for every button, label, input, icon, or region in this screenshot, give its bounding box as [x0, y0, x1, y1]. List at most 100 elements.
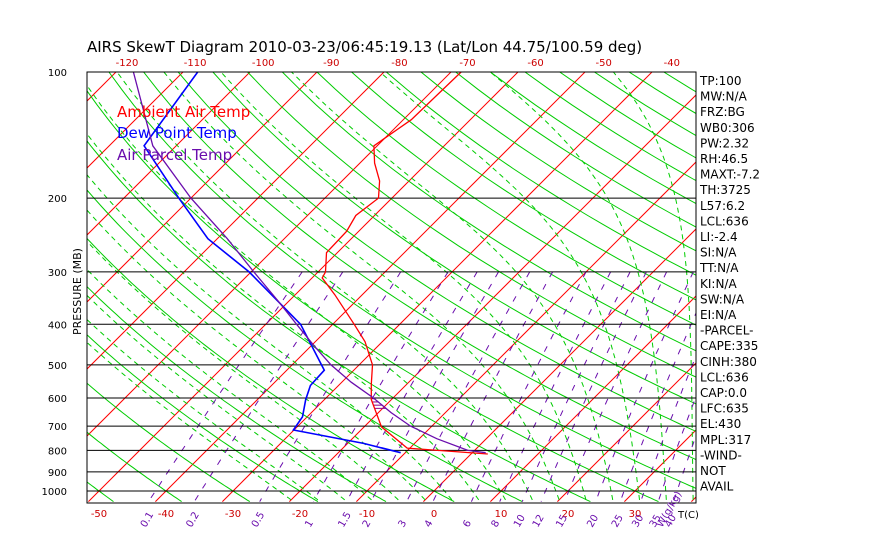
mixing-ratio-line	[521, 271, 631, 502]
pressure-tick-label: 500	[48, 361, 67, 372]
mixing-ratio-tick-label: 12	[531, 513, 547, 530]
pressure-tick-label: 400	[48, 320, 67, 331]
top-temperature-tick-label: -120	[116, 58, 139, 69]
mixing-ratio-tick-label: 1	[303, 518, 316, 529]
index-entry: LI:-2.4	[700, 230, 738, 244]
isotherm-line	[88, 72, 519, 502]
index-entry: FRZ:BG	[700, 105, 745, 119]
mixing-ratio-tick-label: 0.1	[139, 510, 156, 529]
legend: Ambient Air Temp Dew Point Temp Air Parc…	[117, 103, 250, 164]
index-entry: CINH:380	[700, 355, 757, 369]
bottom-temperature-tick-label: -40	[158, 509, 174, 520]
bottom-temperature-tick-labels: -50 -40 -30 -20 -10 0 10 20 30	[91, 509, 642, 520]
mixing-ratio-lines	[148, 271, 696, 502]
dry-adiabat-line	[803, 72, 870, 502]
isotherm-line	[758, 72, 870, 502]
moist-adiabat-line	[291, 72, 614, 500]
dry-adiabat-line	[351, 72, 696, 301]
dry-adiabat-line	[768, 72, 870, 502]
dry-adiabat-line	[490, 72, 696, 205]
top-temperature-tick-labels: -120 -110 -100 -90 -80 -70 -60 -50 -40	[116, 58, 680, 69]
top-temperature-tick-label: -40	[664, 58, 680, 69]
top-temperature-tick-label: -70	[459, 58, 475, 69]
mixing-ratio-tick-label: 8	[490, 518, 503, 529]
moist-adiabat-line	[163, 72, 560, 501]
isotherm-line	[423, 228, 696, 502]
moist-adiabat-line	[87, 294, 346, 501]
index-entry: MPL:317	[700, 433, 751, 447]
pressure-tick-label: 700	[48, 422, 67, 433]
mixing-ratio-line	[312, 271, 449, 502]
air-parcel-temp-line	[132, 72, 486, 454]
isotherm-line	[557, 362, 696, 502]
bottom-temperature-tick-label: -10	[359, 509, 375, 520]
mixing-ratio-line	[470, 271, 587, 502]
isotherm-line	[87, 72, 385, 370]
pressure-tick-label: 900	[48, 468, 67, 479]
index-entry: TT:N/A	[699, 261, 739, 275]
dry-adiabat-line	[281, 72, 696, 352]
index-entry: MAXT:-7.2	[700, 168, 760, 182]
dry-adiabat-line	[247, 72, 696, 378]
index-entry: SW:N/A	[700, 292, 745, 306]
dry-adiabat-line	[420, 72, 696, 252]
pressure-tick-label: 1000	[42, 487, 67, 498]
isotherm-line	[222, 72, 653, 502]
mixing-ratio-line	[259, 271, 402, 502]
index-entry: LCL:636	[700, 214, 749, 228]
index-entry: KI:N/A	[700, 277, 737, 291]
index-entry: WB0:306	[700, 121, 755, 135]
moist-adiabat-line	[490, 72, 667, 500]
pressure-tick-labels: 100 200 300 400 500 600 700 800 900 1000	[42, 68, 67, 498]
pressure-tick-label: 600	[48, 394, 67, 405]
legend-air-parcel-temp: Air Parcel Temp	[117, 146, 232, 164]
dry-adiabat-line	[87, 481, 114, 503]
dry-adiabat-line	[212, 72, 696, 405]
mixing-ratio-tick-label: 10	[512, 513, 528, 530]
dry-adiabat-line	[316, 72, 696, 326]
top-temperature-tick-label: -80	[391, 58, 407, 69]
moist-adiabat-line	[116, 72, 533, 501]
moist-adiabat-lines	[87, 72, 694, 501]
y-axis-label: PRESSURE (MB)	[71, 248, 84, 335]
index-entry: SI:N/A	[700, 246, 737, 260]
top-temperature-tick-label: -60	[527, 58, 543, 69]
mixing-ratio-line	[564, 271, 668, 502]
mixing-ratio-tick-label: 4	[423, 518, 436, 529]
bottom-temperature-tick-label: 0	[431, 509, 437, 520]
index-entry: -PARCEL-	[700, 324, 754, 338]
bottom-temperature-tick-label: -30	[225, 509, 241, 520]
moist-adiabat-line	[87, 133, 480, 501]
index-entry: LFC:635	[700, 402, 749, 416]
isotherm-line	[289, 94, 696, 502]
dry-adiabat-line	[663, 72, 696, 93]
moist-adiabat-line	[613, 72, 694, 500]
mixing-ratio-line	[540, 271, 647, 502]
moist-adiabat-line	[87, 341, 292, 501]
top-temperature-tick-label: -110	[184, 58, 207, 69]
moist-adiabat-line	[87, 174, 453, 501]
mixing-ratio-tick-label: 1.5	[336, 510, 353, 529]
mixing-ratio-line	[595, 271, 694, 502]
index-entry: RH:46.5	[700, 152, 748, 166]
dry-adiabat-line	[385, 72, 696, 276]
moist-adiabat-line	[87, 240, 399, 501]
plot-frame	[86, 71, 697, 504]
bottom-temperature-tick-label: -20	[292, 509, 308, 520]
x-axis-unit-label: T(C)	[677, 510, 699, 521]
moist-adiabat-line	[220, 72, 587, 501]
isotherm-line	[356, 161, 696, 502]
dry-adiabat-line	[143, 72, 696, 461]
dry-adiabat-line	[733, 72, 870, 502]
index-entry: AVAIL	[700, 480, 734, 494]
index-entry: EL:430	[700, 417, 741, 431]
chart-title: AIRS SkewT Diagram 2010-03-23/06:45:19.1…	[87, 38, 642, 56]
mixing-ratio-tick-label: 0.2	[184, 510, 201, 529]
mixing-ratio-tick-label: 6	[461, 518, 474, 529]
index-entry: LCL:636	[700, 370, 749, 384]
isotherm-line	[87, 72, 184, 169]
mixing-ratio-tick-label: 2	[361, 518, 374, 529]
mixing-ratio-tick-label: 25	[610, 513, 626, 530]
